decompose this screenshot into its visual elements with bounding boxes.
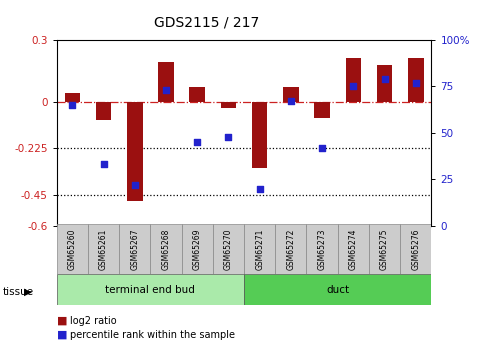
Text: ■: ■ — [57, 330, 67, 339]
Bar — [400, 224, 431, 274]
Bar — [369, 224, 400, 274]
Text: GSM65261: GSM65261 — [99, 229, 108, 270]
Bar — [57, 224, 88, 274]
Text: GSM65270: GSM65270 — [224, 228, 233, 270]
Bar — [158, 62, 174, 102]
Bar — [57, 274, 244, 305]
Bar — [252, 102, 267, 168]
Bar — [189, 87, 205, 102]
Bar — [283, 87, 299, 102]
Text: GSM65274: GSM65274 — [349, 228, 358, 270]
Point — [256, 186, 264, 191]
Bar — [275, 224, 307, 274]
Text: duct: duct — [326, 285, 349, 295]
Text: GSM65268: GSM65268 — [162, 229, 171, 270]
Text: ▶: ▶ — [24, 287, 32, 296]
Text: GSM65272: GSM65272 — [286, 229, 295, 270]
Bar — [377, 65, 392, 102]
Bar — [338, 224, 369, 274]
Text: ■: ■ — [57, 316, 67, 326]
Text: tissue: tissue — [2, 287, 34, 296]
Bar — [408, 58, 423, 102]
Bar — [346, 58, 361, 102]
Point — [193, 139, 201, 145]
Text: GSM65269: GSM65269 — [193, 228, 202, 270]
Point — [287, 98, 295, 104]
Bar — [315, 102, 330, 118]
Bar — [150, 224, 181, 274]
Text: GSM65271: GSM65271 — [255, 229, 264, 270]
Bar — [221, 102, 236, 108]
Point — [162, 87, 170, 93]
Point — [224, 134, 232, 139]
Point — [69, 102, 76, 108]
Bar — [65, 93, 80, 102]
Bar — [88, 224, 119, 274]
Text: percentile rank within the sample: percentile rank within the sample — [70, 330, 236, 339]
Bar — [181, 224, 213, 274]
Point — [318, 145, 326, 150]
Point — [100, 162, 107, 167]
Bar — [244, 224, 275, 274]
Text: log2 ratio: log2 ratio — [70, 316, 117, 326]
Bar — [307, 224, 338, 274]
Text: terminal end bud: terminal end bud — [106, 285, 195, 295]
Point — [381, 76, 388, 81]
Text: GDS2115 / 217: GDS2115 / 217 — [154, 16, 260, 30]
Bar — [96, 102, 111, 120]
Text: GSM65276: GSM65276 — [411, 228, 420, 270]
Text: GSM65273: GSM65273 — [317, 228, 326, 270]
Point — [350, 83, 357, 89]
Bar — [213, 224, 244, 274]
Bar — [127, 102, 142, 201]
Bar — [119, 224, 150, 274]
Text: GSM65267: GSM65267 — [130, 228, 139, 270]
Point — [412, 80, 420, 85]
Bar — [244, 274, 431, 305]
Point — [131, 182, 139, 188]
Text: GSM65260: GSM65260 — [68, 228, 77, 270]
Text: GSM65275: GSM65275 — [380, 228, 389, 270]
